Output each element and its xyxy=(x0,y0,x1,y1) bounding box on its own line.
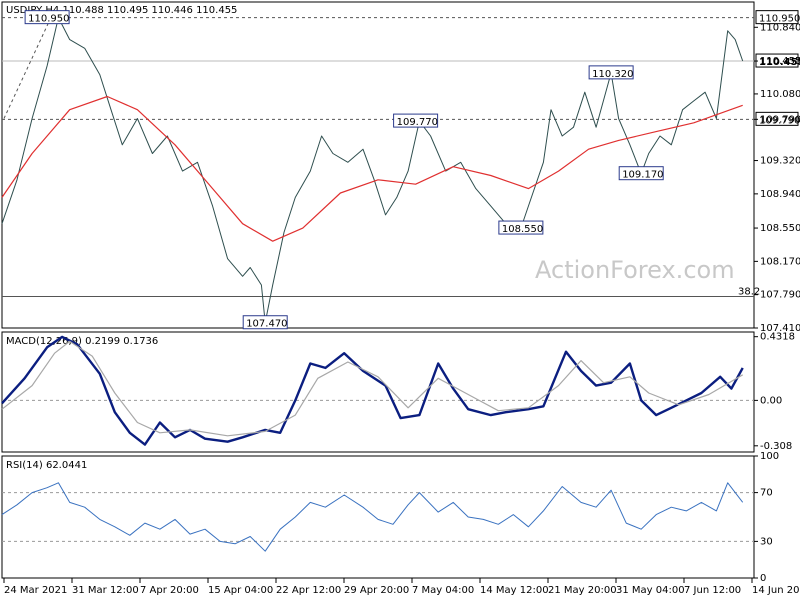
price-panel xyxy=(1,1,755,329)
x-tick-label: 31 Mar 12:00 xyxy=(72,585,139,596)
annotation-label: 109.170 xyxy=(622,170,663,181)
x-tick-label: 24 Mar 2021 xyxy=(4,585,67,596)
x-tick-label: 7 Apr 20:00 xyxy=(140,585,199,596)
x-tick-label: 7 Jun 12:00 xyxy=(684,585,741,596)
price-title: USDJPY,H4 110.488 110.495 110.446 110.45… xyxy=(6,5,237,16)
annotation-label: 108.550 xyxy=(502,224,543,235)
grid-layer xyxy=(2,17,754,542)
y-tick-label: 109.790 xyxy=(760,114,800,125)
x-tick-label: 31 May 04:00 xyxy=(616,585,685,596)
y-tick-label: 108.940 xyxy=(760,189,800,200)
y-tick-label: 109.320 xyxy=(760,156,800,167)
x-tick-label: 14 Jun 20:00 xyxy=(752,585,800,596)
y-tick-label: 100 xyxy=(760,451,779,462)
annotation-box xyxy=(393,113,439,128)
y-tick-label: 107.790 xyxy=(760,290,800,301)
macd-series-macd xyxy=(1,335,744,446)
level-label: 109.790 xyxy=(759,115,800,126)
macd-panel xyxy=(1,331,755,453)
axis-layer: 110.840 110.455 110.080 109.790 109.320 108.9… xyxy=(3,22,800,596)
level-box xyxy=(755,10,799,25)
annotation-label: 107.470 xyxy=(246,319,287,330)
x-tick-label: 14 May 12:00 xyxy=(480,585,549,596)
rsi-panel xyxy=(1,455,755,579)
y-tick-label: 110.455 xyxy=(760,56,800,67)
annotation-label: 110.320 xyxy=(592,69,633,80)
y-tick-label: 0.4318 xyxy=(760,332,795,343)
y-tick-label: 110.080 xyxy=(760,89,800,100)
annotation-label: 110.950 xyxy=(28,14,69,25)
x-tick-label: 7 May 04:00 xyxy=(412,585,474,596)
y-tick-label: 108.550 xyxy=(760,223,800,234)
label-layer: 110.950 109.790 38.2 110.455 110.950 107.470 1… xyxy=(24,10,800,330)
macd-series-signal xyxy=(1,340,744,437)
y-tick-label: -0.308 xyxy=(760,441,792,452)
y-tick-label: 0.00 xyxy=(760,395,782,406)
x-tick-label: 21 May 20:00 xyxy=(548,585,617,596)
level-label: 110.950 xyxy=(759,14,800,25)
level-label: 38.2 xyxy=(738,286,760,297)
x-tick-label: 15 Apr 04:00 xyxy=(208,585,273,596)
annotation-box xyxy=(24,10,70,25)
annotation-box xyxy=(498,220,544,235)
annotation-box xyxy=(618,166,664,181)
y-tick-label: 108.170 xyxy=(760,256,800,267)
rsi-series-rsi xyxy=(1,482,744,552)
annotation-label: 109.770 xyxy=(397,117,438,128)
y-tick-label: 107.410 xyxy=(760,323,800,334)
x-tick-label: 29 Apr 20:00 xyxy=(344,585,409,596)
current-price-label: 110.455 xyxy=(759,57,800,68)
rsi-title: RSI(14) 62.0441 xyxy=(6,460,87,471)
x-tick-label: 22 Apr 12:00 xyxy=(276,585,341,596)
y-tick-label: 110.840 xyxy=(760,22,800,33)
trend-line xyxy=(3,17,52,119)
y-tick-label: 0 xyxy=(760,573,766,584)
watermark: ActionForex.com xyxy=(535,256,735,284)
annotation-box xyxy=(588,65,634,80)
price-series-sma xyxy=(1,95,743,242)
y-tick-label: 70 xyxy=(760,488,773,499)
macd-title: MACD(12,26,9) 0.2199 0.1736 xyxy=(6,336,158,347)
y-tick-label: 30 xyxy=(760,536,773,547)
annotation-box xyxy=(242,315,288,330)
